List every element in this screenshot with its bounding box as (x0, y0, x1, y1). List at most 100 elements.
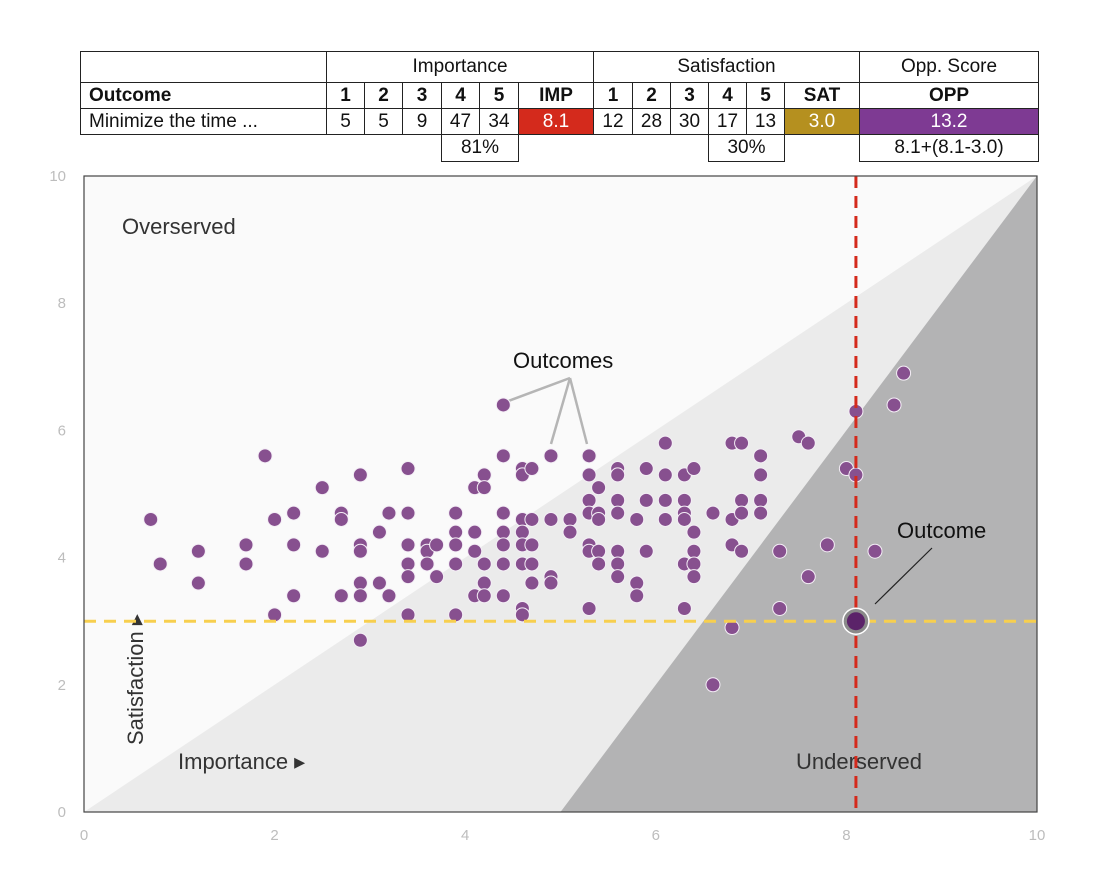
outcome-point[interactable] (591, 543, 607, 559)
outcome-point[interactable] (638, 461, 654, 477)
outcome-point[interactable] (705, 677, 721, 693)
outcome-point[interactable] (581, 467, 597, 483)
outcome-point[interactable] (753, 505, 769, 521)
outcome-point[interactable] (314, 480, 330, 496)
outcome-point[interactable] (448, 556, 464, 572)
outcome-point[interactable] (476, 467, 492, 483)
outcome-point[interactable] (686, 569, 702, 585)
outcome-point[interactable] (152, 556, 168, 572)
outcome-point[interactable] (753, 467, 769, 483)
outcome-point[interactable] (467, 524, 483, 540)
outcome-point[interactable] (476, 556, 492, 572)
outcome-point[interactable] (448, 524, 464, 540)
outcome-point[interactable] (676, 511, 692, 527)
outcome-point[interactable] (476, 480, 492, 496)
outcome-point[interactable] (543, 448, 559, 464)
outcome-point[interactable] (562, 524, 578, 540)
outcome-point[interactable] (610, 492, 626, 508)
outcome-point[interactable] (800, 569, 816, 585)
outcome-point[interactable] (686, 556, 702, 572)
outcome-point[interactable] (524, 537, 540, 553)
outcome-point[interactable] (800, 435, 816, 451)
outcome-point[interactable] (676, 492, 692, 508)
outcome-point[interactable] (495, 537, 511, 553)
outcome-point[interactable] (352, 575, 368, 591)
outcome-point[interactable] (686, 524, 702, 540)
outcome-point[interactable] (581, 600, 597, 616)
outcome-point[interactable] (629, 511, 645, 527)
outcome-point[interactable] (753, 492, 769, 508)
outcome-point[interactable] (686, 461, 702, 477)
outcome-point[interactable] (381, 505, 397, 521)
outcome-point[interactable] (591, 511, 607, 527)
outcome-point[interactable] (753, 448, 769, 464)
outcome-point[interactable] (629, 588, 645, 604)
outcome-point[interactable] (352, 543, 368, 559)
outcome-point[interactable] (629, 575, 645, 591)
outcome-point[interactable] (581, 492, 597, 508)
outcome-point[interactable] (400, 505, 416, 521)
outcome-point[interactable] (352, 632, 368, 648)
outcome-point[interactable] (476, 588, 492, 604)
outcome-point[interactable] (286, 505, 302, 521)
outcome-point[interactable] (400, 537, 416, 553)
outcome-point[interactable] (610, 467, 626, 483)
outcome-point[interactable] (448, 505, 464, 521)
outcome-point[interactable] (819, 537, 835, 553)
outcome-point[interactable] (476, 575, 492, 591)
outcome-point[interactable] (638, 543, 654, 559)
outcome-point[interactable] (734, 492, 750, 508)
outcome-point[interactable] (591, 480, 607, 496)
outcome-point[interactable] (524, 556, 540, 572)
outcome-point[interactable] (543, 575, 559, 591)
outcome-point[interactable] (495, 448, 511, 464)
outcome-point[interactable] (286, 537, 302, 553)
outcome-point[interactable] (610, 505, 626, 521)
outcome-point[interactable] (686, 543, 702, 559)
outcome-point[interactable] (705, 505, 721, 521)
outcome-point[interactable] (657, 467, 673, 483)
outcome-point[interactable] (352, 467, 368, 483)
outcome-point[interactable] (400, 569, 416, 585)
outcome-point[interactable] (524, 511, 540, 527)
outcome-point[interactable] (734, 505, 750, 521)
outcome-point[interactable] (657, 435, 673, 451)
outcome-point[interactable] (190, 575, 206, 591)
outcome-point[interactable] (286, 588, 302, 604)
outcome-point[interactable] (257, 448, 273, 464)
outcome-point[interactable] (190, 543, 206, 559)
outcome-point[interactable] (429, 537, 445, 553)
outcome-point[interactable] (896, 365, 912, 381)
outcome-point[interactable] (638, 492, 654, 508)
outcome-point[interactable] (333, 511, 349, 527)
outcome-point[interactable] (143, 511, 159, 527)
outcome-point[interactable] (495, 524, 511, 540)
outcome-point[interactable] (238, 556, 254, 572)
outcome-point[interactable] (381, 588, 397, 604)
outcome-point[interactable] (400, 556, 416, 572)
outcome-point[interactable] (734, 435, 750, 451)
outcome-point[interactable] (562, 511, 578, 527)
outcome-point[interactable] (495, 556, 511, 572)
outcome-point[interactable] (657, 511, 673, 527)
outcome-point[interactable] (772, 543, 788, 559)
outcome-point[interactable] (314, 543, 330, 559)
outcome-point[interactable] (591, 556, 607, 572)
outcome-point[interactable] (400, 461, 416, 477)
outcome-point[interactable] (543, 511, 559, 527)
outcome-point[interactable] (524, 461, 540, 477)
outcome-point[interactable] (467, 543, 483, 559)
outcome-point[interactable] (610, 556, 626, 572)
outcome-point[interactable] (610, 569, 626, 585)
outcome-point[interactable] (429, 569, 445, 585)
outcome-point[interactable] (610, 543, 626, 559)
highlighted-outcome-point[interactable] (846, 612, 865, 631)
outcome-point[interactable] (495, 588, 511, 604)
outcome-point[interactable] (657, 492, 673, 508)
outcome-point[interactable] (514, 524, 530, 540)
outcome-point[interactable] (524, 575, 540, 591)
outcome-point[interactable] (267, 511, 283, 527)
outcome-point[interactable] (581, 448, 597, 464)
outcome-point[interactable] (886, 397, 902, 413)
outcome-point[interactable] (514, 607, 530, 623)
